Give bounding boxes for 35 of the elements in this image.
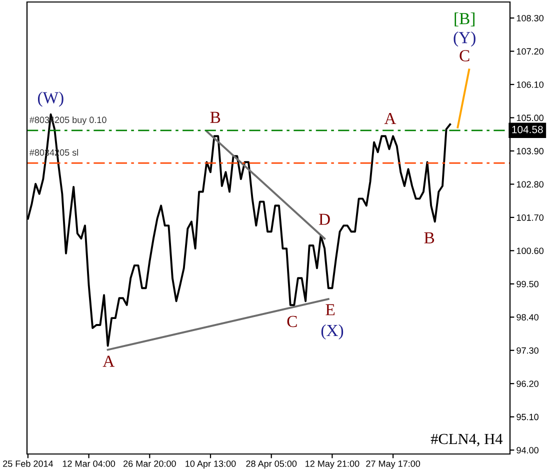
y-tick-label: 94.00 [516,447,538,454]
y-tick-label: 101.70 [516,214,544,221]
annotation: D [318,214,330,225]
annotation: [B] [454,12,474,26]
annotation: B [424,232,434,244]
y-tick-label: 100.60 [516,248,544,254]
annotation: (X) [321,324,344,340]
y-tick-label: 107.20 [516,48,544,55]
annotation: E [326,304,335,316]
x-tick-label: 12 May 21:00 [306,460,360,469]
y-tick-label: 95.10 [516,414,538,420]
annotation: A [384,112,396,124]
y-tick-label: 98.40 [516,314,538,320]
y-tick-label: 105.00 [516,114,544,122]
annotation: #CLN4, H4 [430,434,503,446]
x-tick-label: 25 Feb 2014 [3,460,54,467]
annotation: (W) [38,92,64,107]
y-tick-label: 108.30 [516,14,544,22]
annotation: C [460,50,470,62]
x-tick-label: 26 Mar 20:00 [124,460,176,467]
x-tick-label: 12 Mar 04:00 [62,460,116,467]
annotation: C [287,316,297,328]
x-tick-label: 27 May 17:00 [366,460,420,469]
y-tick-label: 97.30 [516,347,538,354]
y-tick-label: 103.90 [516,148,544,154]
annotation: A [102,356,115,367]
annotation: B [210,112,220,123]
y-tick-label: 99.50 [516,280,538,288]
annotation: 104.58 [512,126,543,134]
y-tick-label: 102.80 [516,181,544,188]
x-tick-label: 10 Apr 13:00 [186,460,236,469]
x-tick-label: 28 Apr 05:00 [246,460,297,469]
y-tick-label: 96.20 [516,380,538,387]
annotation: (Y) [454,32,476,47]
y-tick-label: 106.10 [516,81,544,88]
